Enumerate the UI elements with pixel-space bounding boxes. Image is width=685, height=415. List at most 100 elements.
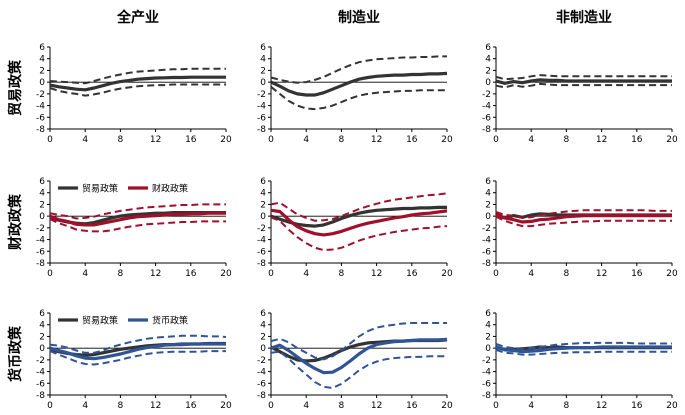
y-tick-label: 0: [485, 212, 491, 222]
x-tick-label: 4: [82, 135, 88, 145]
y-tick-label: -4: [257, 102, 266, 112]
y-tick-label: 0: [39, 344, 45, 354]
y-tick-label: 0: [260, 212, 266, 222]
x-tick-label: 8: [339, 269, 345, 279]
lower-bound-line: [49, 218, 226, 233]
y-tick-label: 4: [39, 189, 45, 199]
legend-label: 货币政策: [152, 315, 188, 327]
x-tick-label: 4: [528, 401, 534, 411]
x-tick-label: 20: [220, 401, 232, 411]
y-tick-label: -4: [482, 102, 491, 112]
y-tick-label: -6: [36, 247, 45, 257]
x-tick-label: 20: [441, 269, 453, 279]
x-tick-label: 0: [493, 401, 499, 411]
y-tick-label: -8: [36, 391, 45, 401]
y-tick-label: -2: [482, 356, 491, 366]
x-tick-label: 8: [118, 269, 124, 279]
y-tick-label: -6: [482, 379, 491, 389]
x-tick-label: 8: [564, 401, 570, 411]
x-tick-label: 8: [339, 401, 345, 411]
y-tick-label: 0: [485, 78, 491, 88]
response-line: [49, 342, 226, 361]
y-tick-label: 4: [485, 189, 491, 199]
x-tick-label: 12: [596, 135, 607, 145]
y-tick-label: 6: [39, 43, 45, 53]
x-tick-label: 8: [118, 135, 124, 145]
y-tick-label: 0: [260, 344, 266, 354]
response-line: [49, 211, 226, 227]
y-tick-label: 4: [39, 55, 45, 65]
x-tick-label: 8: [564, 135, 570, 145]
x-tick-label: 16: [185, 135, 197, 145]
response-line: [495, 212, 672, 224]
y-tick-label: 2: [39, 332, 45, 342]
x-tick-label: 12: [150, 135, 161, 145]
y-tick-label: 0: [485, 344, 491, 354]
y-tick-label: -6: [482, 247, 491, 257]
y-tick-label: -8: [482, 391, 491, 401]
y-tick-label: 2: [260, 200, 266, 210]
response-line: [495, 78, 672, 85]
x-tick-label: 16: [185, 269, 197, 279]
y-tick-label: 6: [485, 309, 491, 319]
x-tick-label: 16: [406, 401, 418, 411]
y-tick-label: -8: [257, 125, 266, 135]
y-tick-label: 2: [39, 66, 45, 76]
row-title: 财政政策: [7, 193, 24, 251]
x-tick-label: 8: [564, 269, 570, 279]
x-tick-label: 16: [406, 135, 418, 145]
x-tick-label: 20: [220, 135, 232, 145]
y-tick-label: 4: [485, 321, 491, 331]
y-tick-label: 2: [485, 200, 491, 210]
y-tick-label: -4: [257, 236, 266, 246]
y-tick-label: 6: [485, 177, 491, 187]
x-tick-label: 12: [371, 135, 382, 145]
x-tick-label: 20: [441, 135, 453, 145]
x-tick-label: 20: [441, 401, 453, 411]
y-tick-label: -6: [36, 113, 45, 123]
upper-bound-line: [495, 341, 672, 350]
y-tick-label: 6: [39, 309, 45, 319]
lower-bound-line: [270, 216, 448, 252]
y-tick-label: 0: [260, 78, 266, 88]
y-tick-label: -8: [257, 259, 266, 269]
x-tick-label: 8: [118, 401, 124, 411]
x-tick-label: 12: [371, 401, 382, 411]
y-tick-label: -8: [36, 259, 45, 269]
x-tick-label: 16: [185, 401, 197, 411]
y-tick-label: 2: [260, 66, 266, 76]
y-tick-label: -8: [482, 125, 491, 135]
y-tick-label: -2: [257, 356, 266, 366]
x-tick-label: 4: [82, 269, 88, 279]
x-tick-label: 16: [631, 269, 643, 279]
y-tick-label: 0: [39, 78, 45, 88]
y-tick-label: -6: [482, 113, 491, 123]
x-tick-label: 16: [406, 269, 418, 279]
y-tick-label: -6: [257, 247, 266, 257]
y-tick-label: 2: [39, 200, 45, 210]
x-tick-label: 0: [268, 269, 274, 279]
x-tick-label: 4: [82, 401, 88, 411]
response-line: [495, 345, 672, 354]
y-tick-label: 6: [260, 309, 266, 319]
response-line: [270, 337, 448, 375]
y-tick-label: -6: [257, 379, 266, 389]
legend-label: 财政政策: [152, 183, 188, 195]
y-tick-label: 2: [485, 66, 491, 76]
x-tick-label: 0: [268, 401, 274, 411]
x-tick-label: 0: [268, 135, 274, 145]
legend-label: 贸易政策: [82, 315, 118, 327]
y-tick-label: -6: [257, 113, 266, 123]
y-tick-label: 2: [485, 332, 491, 342]
upper-bound-line: [270, 55, 447, 84]
y-tick-label: 6: [260, 177, 266, 187]
y-tick-label: 6: [260, 43, 266, 53]
row-title: 贸易政策: [7, 59, 24, 116]
y-tick-label: 4: [260, 189, 266, 199]
